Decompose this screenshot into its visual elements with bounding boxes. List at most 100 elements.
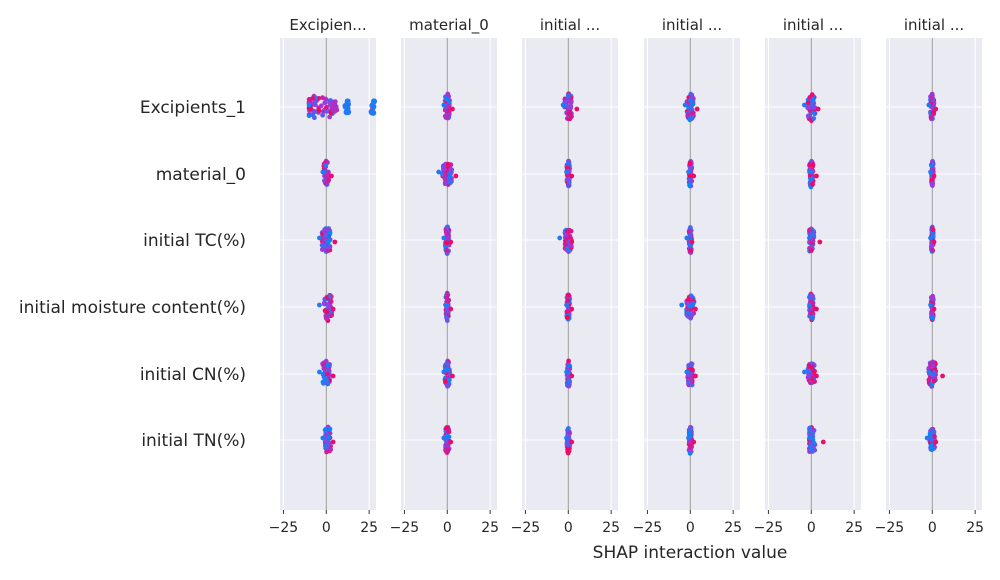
data-point — [574, 106, 580, 112]
data-point — [312, 102, 318, 108]
data-point — [324, 371, 330, 377]
data-point — [807, 425, 813, 431]
data-point — [687, 161, 693, 167]
data-point — [324, 316, 329, 321]
x-tick-label: 0 — [564, 520, 573, 536]
data-point — [448, 239, 454, 245]
data-point — [370, 109, 377, 116]
data-point — [568, 243, 574, 249]
data-point — [443, 229, 449, 235]
data-point — [808, 248, 814, 254]
data-point — [807, 235, 812, 241]
data-point — [326, 303, 332, 309]
data-point — [453, 173, 459, 179]
data-point — [805, 100, 811, 106]
data-point — [440, 171, 446, 177]
feature-label: initial TN(%) — [141, 431, 246, 451]
data-point — [326, 245, 332, 250]
data-point — [807, 162, 812, 168]
data-point — [323, 445, 328, 451]
data-point — [316, 108, 322, 114]
data-point — [687, 182, 693, 187]
data-point — [926, 369, 932, 375]
data-point — [327, 100, 333, 106]
data-point — [445, 235, 451, 240]
data-point — [325, 362, 331, 368]
data-point — [686, 105, 692, 111]
x-tick-label: −25 — [511, 520, 541, 536]
data-point — [931, 306, 937, 312]
data-point — [930, 363, 936, 369]
x-tick-label: 25 — [602, 520, 620, 536]
data-point — [687, 164, 693, 170]
data-point — [684, 369, 690, 375]
data-point — [444, 315, 450, 321]
data-point — [564, 380, 570, 386]
data-point — [565, 374, 571, 380]
x-tick-label: −25 — [754, 520, 784, 536]
data-point — [808, 176, 813, 182]
data-point — [320, 435, 326, 441]
panel-title: initial ... — [904, 16, 964, 34]
data-point — [306, 97, 312, 102]
x-tick-label: 0 — [443, 520, 452, 536]
data-point — [322, 163, 328, 168]
data-point — [817, 239, 823, 245]
data-point — [810, 96, 816, 102]
data-point — [802, 102, 807, 108]
data-point — [326, 177, 331, 183]
data-point — [564, 435, 569, 441]
data-point — [444, 295, 450, 301]
data-point — [814, 306, 819, 312]
x-tick-label: 25 — [360, 520, 378, 536]
data-point — [450, 373, 455, 379]
x-tick-label: 25 — [724, 520, 742, 536]
data-point — [567, 111, 573, 116]
data-point — [329, 173, 334, 179]
panel: initial ... −25 0 25 — [754, 16, 863, 536]
data-point — [446, 382, 451, 388]
data-point — [820, 439, 826, 445]
data-point — [687, 380, 692, 386]
panel: initial ... −25 0 25 — [875, 16, 984, 536]
data-point — [324, 108, 330, 114]
data-point — [688, 425, 694, 431]
data-point — [688, 293, 694, 299]
data-point — [802, 369, 807, 375]
feature-label: Excipients_1 — [140, 98, 246, 118]
data-point — [809, 364, 815, 370]
data-point — [814, 173, 819, 179]
data-point — [569, 239, 575, 245]
data-point — [686, 229, 692, 234]
panel-title: material_0 — [409, 16, 489, 35]
data-point — [317, 369, 322, 375]
data-point — [449, 167, 455, 173]
x-tick-label: −25 — [269, 520, 299, 536]
data-point — [928, 114, 934, 120]
data-point — [441, 166, 447, 172]
data-point — [327, 294, 333, 299]
data-point — [686, 439, 692, 445]
data-point — [447, 180, 453, 186]
data-point — [940, 373, 945, 379]
data-point — [448, 306, 454, 312]
data-point — [686, 435, 691, 441]
data-point — [444, 96, 450, 102]
data-point — [323, 96, 329, 102]
data-point — [441, 235, 447, 241]
data-point — [691, 173, 697, 179]
data-point — [564, 246, 570, 252]
feature-label: initial moisture content(%) — [19, 298, 246, 318]
data-point — [930, 372, 936, 377]
panel-title: initial ... — [662, 16, 722, 34]
data-point — [808, 446, 814, 451]
data-point — [444, 425, 450, 431]
panel-title: initial ... — [783, 16, 843, 34]
data-point — [306, 113, 312, 119]
data-point — [444, 240, 449, 246]
data-point — [930, 227, 936, 233]
data-point — [323, 181, 329, 187]
data-point — [810, 314, 815, 320]
